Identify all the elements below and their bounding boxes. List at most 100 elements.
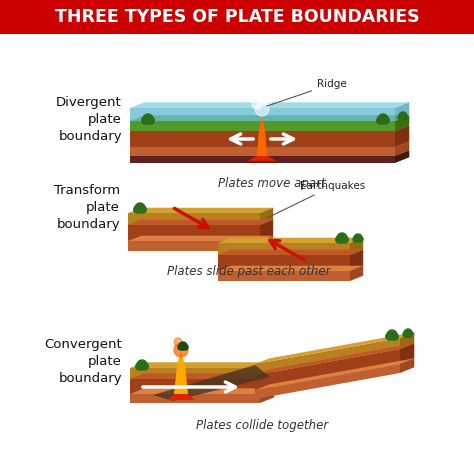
Circle shape: [135, 203, 145, 213]
Circle shape: [354, 234, 362, 242]
Polygon shape: [130, 368, 260, 379]
Circle shape: [141, 363, 148, 370]
Polygon shape: [130, 156, 395, 163]
Polygon shape: [350, 250, 363, 271]
Polygon shape: [130, 379, 260, 394]
Text: Transform
plate
boundary: Transform plate boundary: [54, 184, 120, 231]
Polygon shape: [260, 220, 273, 241]
Polygon shape: [174, 350, 188, 394]
Circle shape: [147, 117, 154, 124]
Circle shape: [178, 344, 183, 350]
Polygon shape: [255, 333, 414, 364]
Circle shape: [134, 206, 141, 213]
Circle shape: [136, 363, 143, 370]
Polygon shape: [153, 365, 270, 401]
Polygon shape: [255, 343, 414, 375]
Polygon shape: [260, 208, 273, 225]
Circle shape: [378, 114, 388, 124]
Polygon shape: [130, 394, 260, 403]
Circle shape: [143, 114, 153, 124]
Circle shape: [174, 338, 182, 346]
Circle shape: [399, 112, 407, 120]
Polygon shape: [130, 147, 395, 156]
Circle shape: [398, 115, 403, 120]
Circle shape: [382, 117, 389, 124]
Circle shape: [387, 330, 397, 340]
Polygon shape: [395, 102, 410, 121]
Text: Divergent
plate
boundary: Divergent plate boundary: [56, 96, 122, 143]
Text: Earthquakes: Earthquakes: [267, 181, 365, 218]
Circle shape: [337, 233, 347, 243]
Polygon shape: [167, 394, 195, 400]
Circle shape: [353, 236, 359, 242]
Polygon shape: [260, 373, 274, 394]
Polygon shape: [218, 255, 350, 271]
Polygon shape: [128, 220, 273, 225]
Circle shape: [407, 332, 413, 337]
Circle shape: [404, 329, 412, 337]
Circle shape: [341, 236, 348, 243]
Polygon shape: [350, 266, 363, 281]
Text: Plates move apart: Plates move apart: [218, 177, 326, 190]
Polygon shape: [248, 156, 276, 161]
Circle shape: [336, 236, 343, 243]
Polygon shape: [260, 388, 274, 403]
Polygon shape: [395, 115, 410, 131]
Polygon shape: [218, 243, 350, 255]
Polygon shape: [128, 208, 273, 213]
Polygon shape: [255, 349, 400, 390]
Circle shape: [255, 102, 269, 116]
Polygon shape: [130, 125, 410, 131]
Polygon shape: [130, 102, 410, 108]
Polygon shape: [395, 150, 410, 163]
Polygon shape: [255, 358, 414, 390]
Circle shape: [403, 332, 409, 337]
Circle shape: [179, 342, 187, 350]
Polygon shape: [260, 236, 273, 251]
Polygon shape: [130, 131, 395, 147]
Polygon shape: [130, 108, 395, 121]
Polygon shape: [395, 141, 410, 156]
Circle shape: [252, 99, 262, 109]
Circle shape: [142, 117, 149, 124]
Polygon shape: [255, 338, 400, 375]
Polygon shape: [128, 213, 260, 225]
Polygon shape: [255, 364, 400, 399]
Polygon shape: [257, 117, 267, 156]
Polygon shape: [130, 373, 274, 379]
Text: Convergent
plate
boundary: Convergent plate boundary: [44, 338, 122, 385]
Circle shape: [182, 344, 188, 350]
Polygon shape: [395, 125, 410, 147]
FancyBboxPatch shape: [0, 0, 474, 34]
Polygon shape: [218, 271, 350, 281]
Circle shape: [402, 115, 408, 120]
Circle shape: [263, 98, 271, 106]
Polygon shape: [218, 238, 363, 243]
Text: Ridge: Ridge: [267, 79, 347, 106]
Circle shape: [386, 333, 393, 340]
Circle shape: [139, 206, 146, 213]
Polygon shape: [400, 358, 414, 373]
Text: Plates collide together: Plates collide together: [196, 419, 328, 432]
Polygon shape: [130, 362, 274, 368]
Text: THREE TYPES OF PLATE BOUNDARIES: THREE TYPES OF PLATE BOUNDARIES: [55, 8, 419, 26]
Circle shape: [137, 360, 147, 370]
Polygon shape: [260, 362, 274, 379]
Polygon shape: [128, 241, 260, 251]
Polygon shape: [218, 250, 363, 255]
Polygon shape: [130, 388, 274, 394]
Circle shape: [258, 95, 266, 103]
Circle shape: [391, 333, 398, 340]
Polygon shape: [128, 236, 273, 241]
Circle shape: [357, 236, 363, 242]
Polygon shape: [350, 238, 363, 255]
Polygon shape: [130, 115, 410, 121]
Polygon shape: [400, 333, 414, 349]
Circle shape: [377, 117, 384, 124]
Polygon shape: [400, 343, 414, 364]
Polygon shape: [128, 225, 260, 241]
Text: Plates slide past each other: Plates slide past each other: [167, 265, 331, 278]
Polygon shape: [130, 150, 410, 156]
Polygon shape: [218, 266, 363, 271]
Polygon shape: [130, 141, 410, 147]
